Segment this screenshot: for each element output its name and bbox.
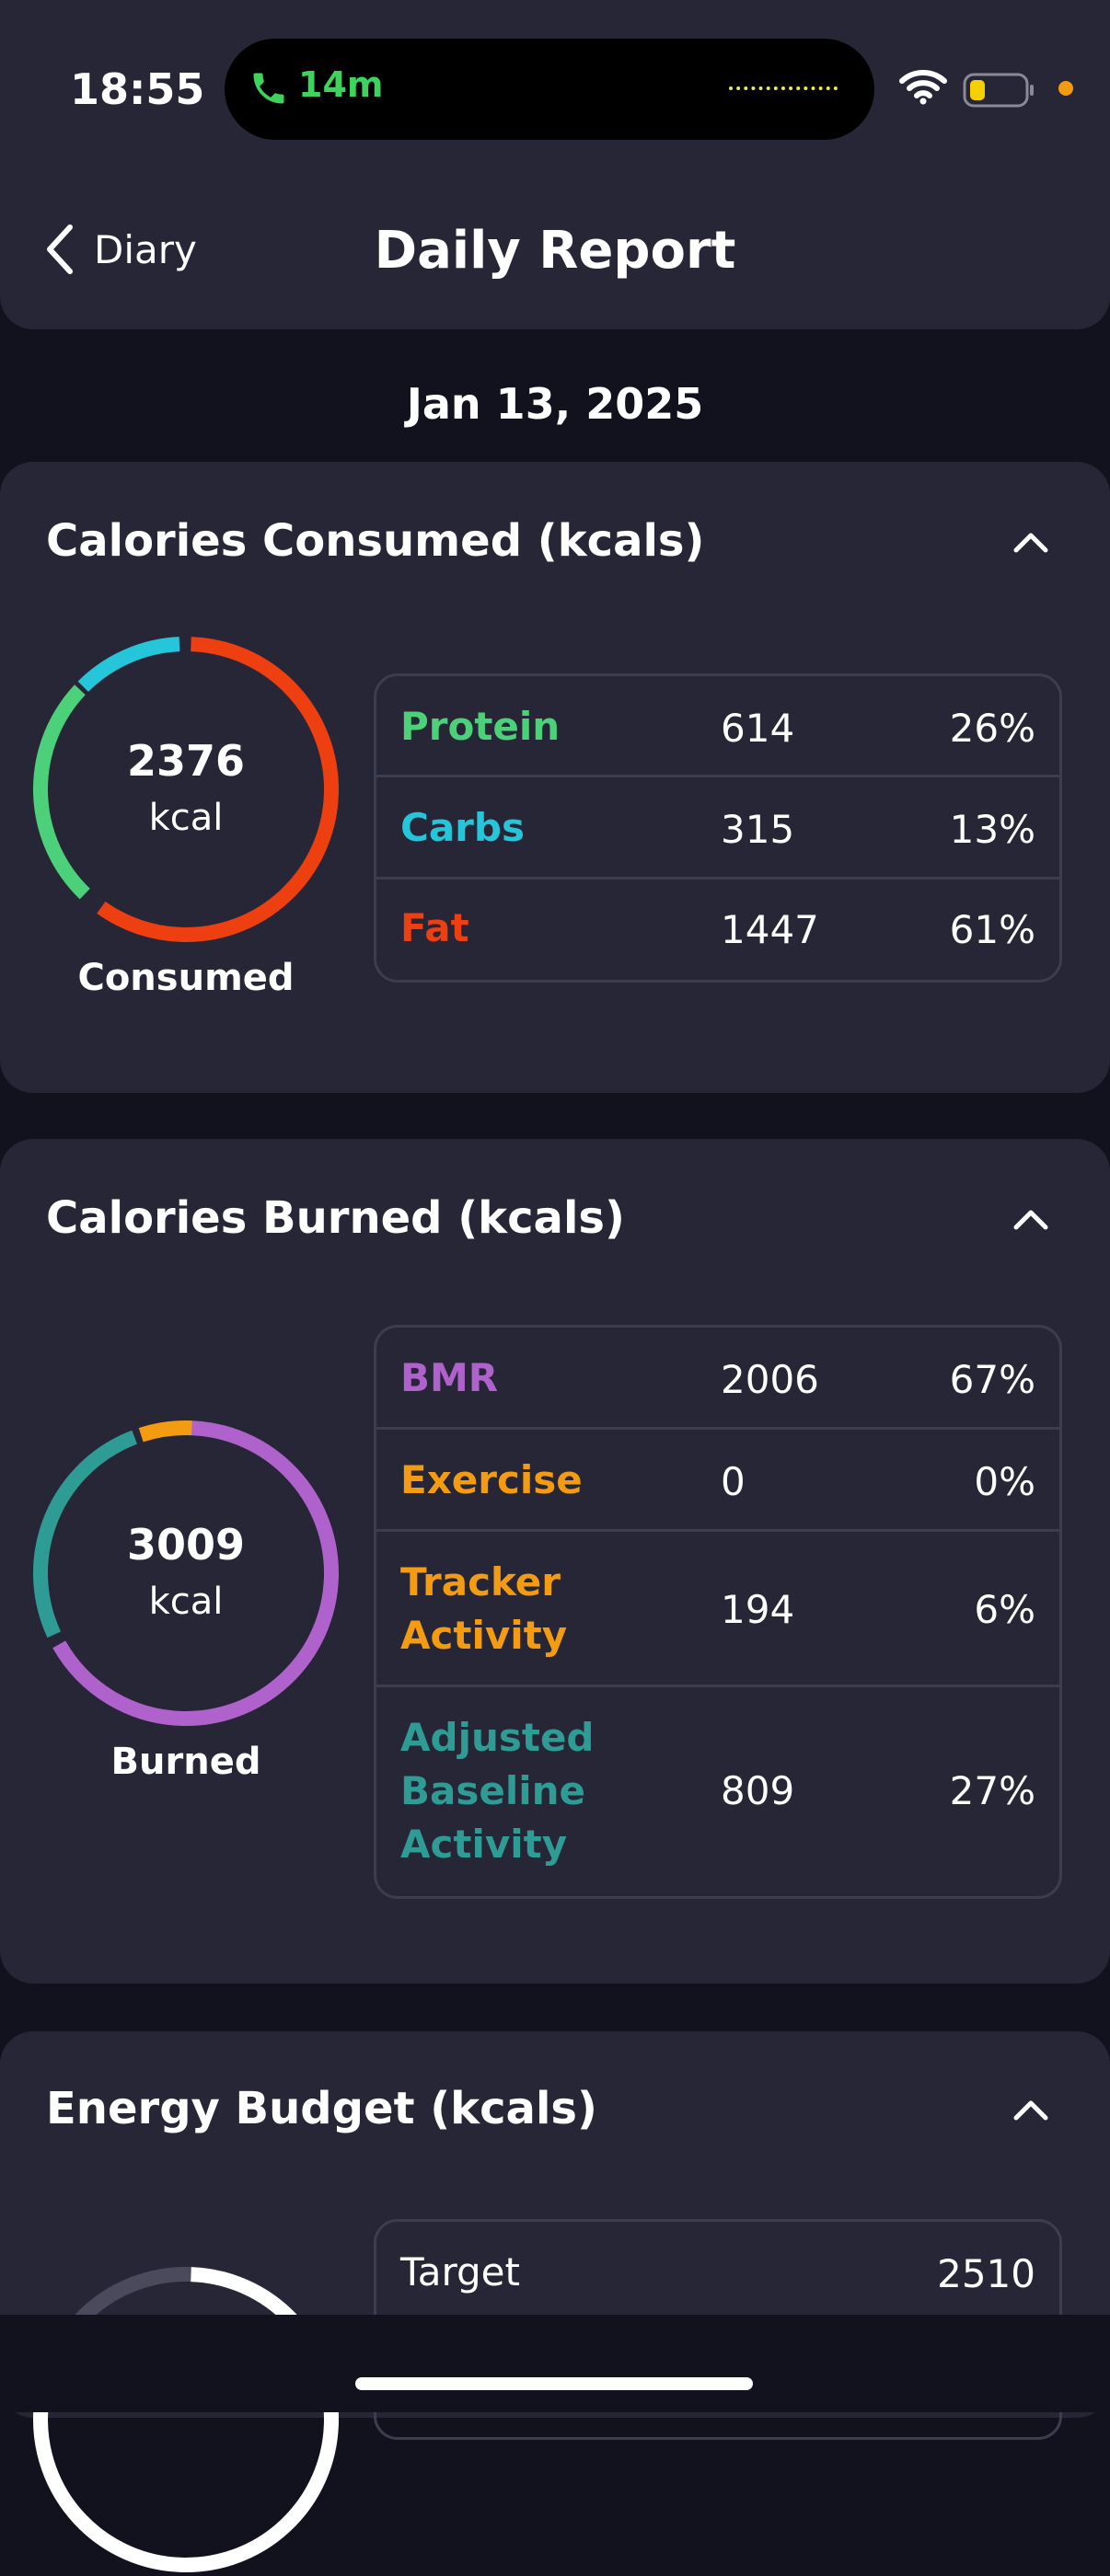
battery-icon [963,73,1034,108]
row-value: 614 [721,706,795,751]
chevron-left-icon [47,224,73,274]
home-bar-area [0,2315,1110,2412]
dynamic-island[interactable]: 14m [225,39,874,140]
back-button[interactable]: Diary [44,217,197,282]
row-name: Protein [400,704,561,749]
row-percent: 61% [949,907,1035,952]
table-row: Target 2510 [376,2222,1059,2323]
ring-segment-carbs [32,637,339,943]
consumed-total: 2376 [126,736,246,786]
ring-segment-protein [33,637,339,942]
row-value: 194 [721,1587,795,1632]
page-title: Daily Report [374,221,736,281]
row-percent: 26% [949,706,1035,751]
home-indicator[interactable] [355,2377,753,2390]
row-value: 2006 [721,1357,819,1402]
calories-consumed-card: Calories Consumed (kcals) 2376 kcal Cons… [0,462,1110,1093]
burned-total: 3009 [126,1520,246,1570]
row-name: Tracker Activity [400,1559,568,1658]
burned-label: Burned [110,1741,261,1783]
chevron-up-icon[interactable] [1011,2098,1051,2123]
ring-segment-fat [32,637,339,942]
budget-ring-chart [32,2267,339,2572]
card-title: Energy Budget (kcals) [46,2083,597,2134]
row-name: Exercise [400,1457,583,1502]
table-row: Exercise 0 0% [376,1430,1059,1532]
table-row: Adjusted Baseline Activity 809 27% [376,1687,1059,1896]
consumed-ring-chart [32,637,339,943]
calories-burned-card: Calories Burned (kcals) 3009 kcal Burned… [0,1139,1110,1984]
row-name: Target [400,2249,520,2294]
phone-icon [253,73,284,104]
card-title: Calories Burned (kcals) [46,1192,625,1244]
row-percent: 67% [949,1357,1035,1402]
table-row: Fat 1447 61% [376,880,1059,980]
burned-table: BMR 2006 67% Exercise 0 0% Tracker Activ… [374,1325,1062,1899]
row-percent: 0% [974,1459,1035,1504]
wifi-icon [899,70,947,105]
row-percent: 6% [974,1587,1035,1632]
row-value: 315 [721,807,795,852]
ring-segment-adjusted-baseline [33,1420,339,1726]
table-row: Protein 614 26% [376,676,1059,777]
call-duration: 14m [298,64,384,105]
report-date: Jan 13, 2025 [406,379,704,429]
row-percent: 13% [949,807,1035,852]
chevron-up-icon[interactable] [1011,530,1051,556]
table-row: Carbs 315 13% [376,777,1059,880]
back-label: Diary [94,226,197,272]
privacy-indicator [1058,81,1073,96]
row-value: 2510 [937,2251,1035,2296]
card-title: Calories Consumed (kcals) [46,515,705,567]
status-time: 18:55 [70,64,205,114]
status-bar: 18:55 14m [0,0,1110,175]
consumed-label: Consumed [77,957,295,999]
audio-waveform [729,86,838,90]
consumed-unit: kcal [148,797,224,839]
row-value: 1447 [721,907,819,952]
table-row: BMR 2006 67% [376,1328,1059,1430]
row-name: Fat [400,905,469,950]
burned-ring-chart [32,1420,339,1726]
consumed-table: Protein 614 26% Carbs 315 13% Fat 1447 6… [374,673,1062,983]
row-value: 0 [721,1459,746,1504]
table-row: Tracker Activity 194 6% [376,1532,1059,1687]
row-name: Carbs [400,805,525,850]
burned-unit: kcal [148,1581,224,1623]
ring-segment-tracker [33,1420,339,1726]
row-name: BMR [400,1355,499,1400]
row-value: 809 [721,1768,795,1813]
row-name: Adjusted Baseline Activity [400,1715,595,1867]
chevron-up-icon[interactable] [1011,1207,1051,1233]
row-percent: 27% [949,1768,1035,1813]
